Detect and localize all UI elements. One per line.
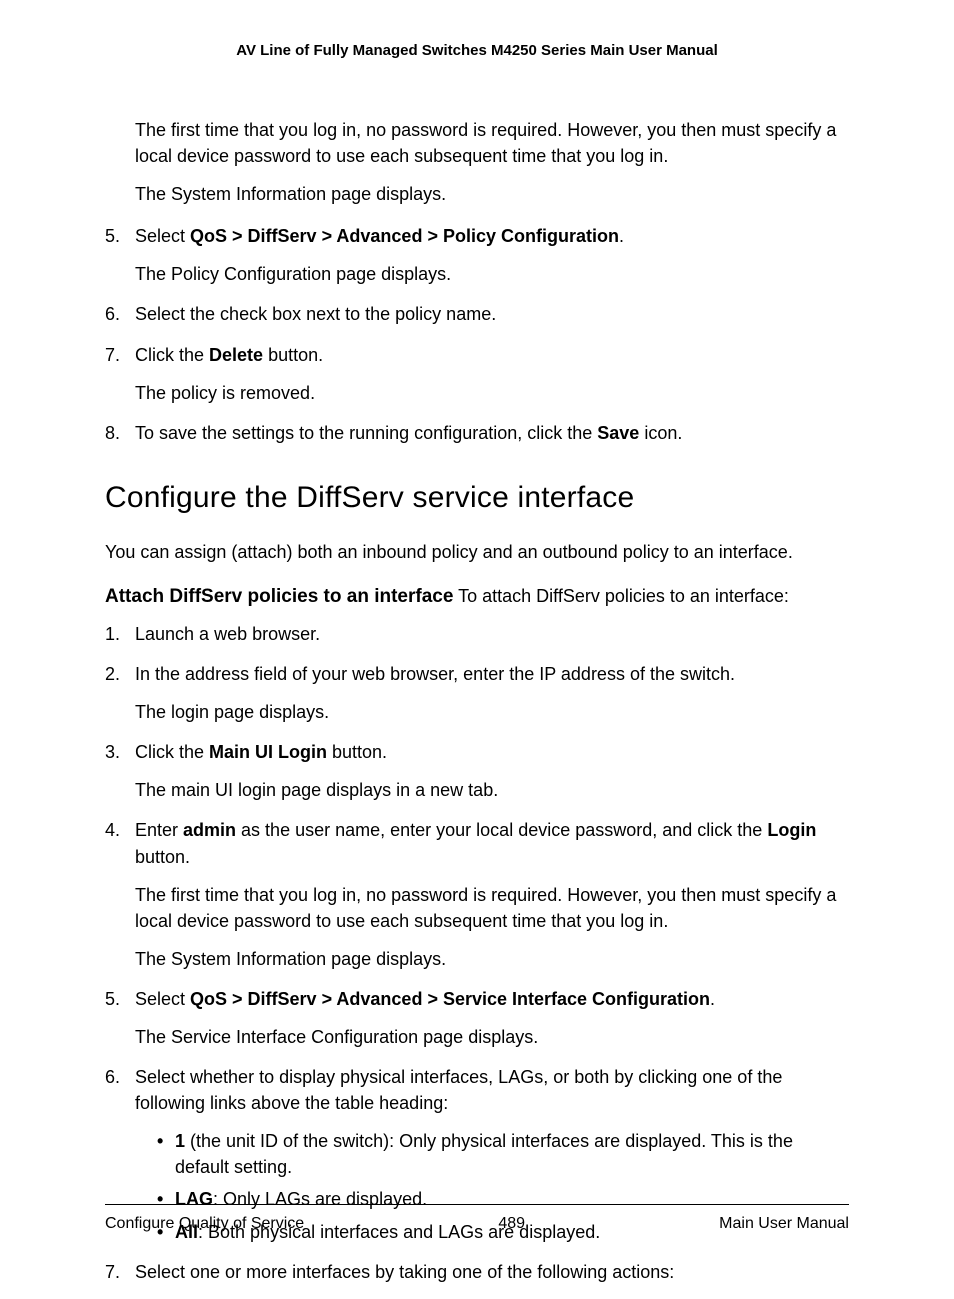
text: Click the (135, 345, 209, 365)
step-5: 5. Select QoS > DiffServ > Advanced > Po… (105, 223, 849, 287)
step-7: 7. Click the Delete button. The policy i… (105, 342, 849, 406)
subsection-tail: To attach DiffServ policies to an interf… (453, 586, 789, 606)
document-header: AV Line of Fully Managed Switches M4250 … (105, 42, 849, 59)
step-line: In the address field of your web browser… (135, 661, 849, 687)
button-name: Main UI Login (209, 742, 327, 762)
step-line: The System Information page displays. (135, 946, 849, 972)
step-line: Launch a web browser. (135, 621, 849, 647)
footer-page-number: 489 (498, 1215, 525, 1233)
text: Select (135, 226, 190, 246)
step-line: Select QoS > DiffServ > Advanced > Servi… (135, 986, 849, 1012)
text: (the unit ID of the switch): Only physic… (175, 1131, 793, 1177)
section-lead: You can assign (attach) both an inbound … (105, 539, 849, 565)
step-number: 1. (105, 621, 120, 647)
username: admin (183, 820, 236, 840)
step-line: Click the Delete button. (135, 342, 849, 368)
step-number: 5. (105, 986, 120, 1012)
step-line: Select whether to display physical inter… (135, 1064, 849, 1116)
step-number: 5. (105, 223, 120, 249)
button-name: Login (767, 820, 816, 840)
footer-row: Configure Quality of Service 489 Main Us… (105, 1215, 849, 1233)
step-2: 2. In the address field of your web brow… (105, 661, 849, 725)
intro-para-2: The System Information page displays. (135, 181, 849, 207)
step-line: The policy is removed. (135, 380, 849, 406)
step-number: 8. (105, 420, 120, 446)
step-number: 4. (105, 817, 120, 843)
text: . (619, 226, 624, 246)
section-heading: Configure the DiffServ service interface (105, 476, 849, 520)
step-number: 3. (105, 739, 120, 765)
text: Enter (135, 820, 183, 840)
step-line: The Service Interface Configuration page… (135, 1024, 849, 1050)
option-name: 1 (175, 1131, 185, 1151)
footer-right: Main User Manual (719, 1215, 849, 1233)
step-number: 7. (105, 1259, 120, 1285)
step-line: The Policy Configuration page displays. (135, 261, 849, 287)
step-3: 3. Click the Main UI Login button. The m… (105, 739, 849, 803)
step-number: 2. (105, 661, 120, 687)
step-1: 1. Launch a web browser. (105, 621, 849, 647)
text: . (710, 989, 715, 1009)
step-number: 6. (105, 1064, 120, 1090)
step-line: The main UI login page displays in a new… (135, 777, 849, 803)
intro-para-1: The first time that you log in, no passw… (135, 117, 849, 169)
text: Select (135, 989, 190, 1009)
step-8: 8. To save the settings to the running c… (105, 420, 849, 446)
step-line: The first time that you log in, no passw… (135, 882, 849, 934)
button-name: Delete (209, 345, 263, 365)
intro-block: The first time that you log in, no passw… (105, 117, 849, 207)
text: Click the (135, 742, 209, 762)
step-line: Click the Main UI Login button. (135, 739, 849, 765)
step-line: The login page displays. (135, 699, 849, 725)
step-line: Select QoS > DiffServ > Advanced > Polic… (135, 223, 849, 249)
footer-rule (105, 1204, 849, 1205)
text: icon. (639, 423, 682, 443)
icon-name: Save (597, 423, 639, 443)
text: button. (135, 847, 190, 867)
step-line: Enter admin as the user name, enter your… (135, 817, 849, 869)
text: button. (263, 345, 323, 365)
subsection-heading-line: Attach DiffServ policies to an interface… (105, 583, 849, 611)
procedure-list-a: 5. Select QoS > DiffServ > Advanced > Po… (105, 223, 849, 446)
footer-left: Configure Quality of Service (105, 1215, 304, 1233)
step-line: Select the check box next to the policy … (135, 301, 849, 327)
step-number: 6. (105, 301, 120, 327)
body-content: The first time that you log in, no passw… (105, 117, 849, 1285)
menu-path: QoS > DiffServ > Advanced > Service Inte… (190, 989, 710, 1009)
step-line: Select one or more interfaces by taking … (135, 1259, 849, 1285)
text: as the user name, enter your local devic… (236, 820, 767, 840)
text: button. (327, 742, 387, 762)
text: To save the settings to the running conf… (135, 423, 597, 443)
step-5b: 5. Select QoS > DiffServ > Advanced > Se… (105, 986, 849, 1050)
step-4: 4. Enter admin as the user name, enter y… (105, 817, 849, 971)
subsection-heading: Attach DiffServ policies to an interface (105, 586, 453, 607)
step-6: 6. Select the check box next to the poli… (105, 301, 849, 327)
page-footer: Configure Quality of Service 489 Main Us… (105, 1204, 849, 1233)
menu-path: QoS > DiffServ > Advanced > Policy Confi… (190, 226, 619, 246)
step-7b: 7. Select one or more interfaces by taki… (105, 1259, 849, 1285)
procedure-list-b: 1. Launch a web browser. 2. In the addre… (105, 621, 849, 1285)
bullet-item: 1 (the unit ID of the switch): Only phys… (157, 1128, 849, 1180)
page-container: AV Line of Fully Managed Switches M4250 … (0, 0, 954, 1285)
step-line: To save the settings to the running conf… (135, 420, 849, 446)
step-number: 7. (105, 342, 120, 368)
